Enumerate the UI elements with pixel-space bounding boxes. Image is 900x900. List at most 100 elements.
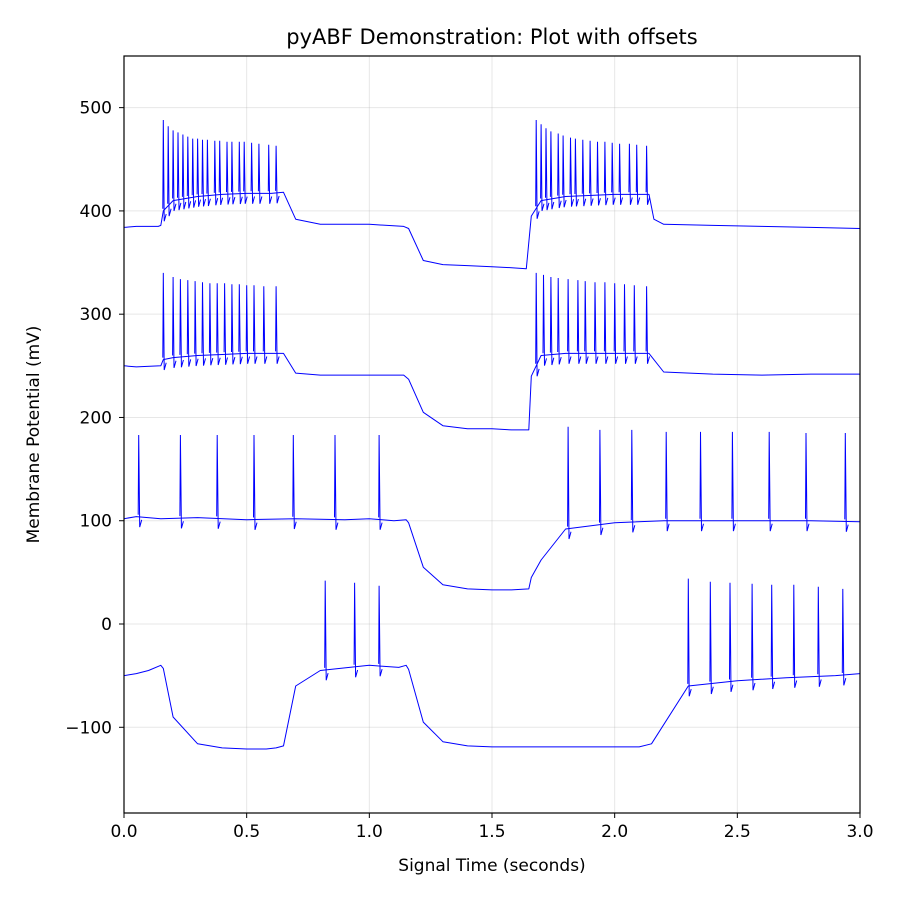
spike <box>226 141 231 205</box>
spike <box>574 138 579 207</box>
spike <box>699 431 704 532</box>
spike <box>844 432 849 532</box>
spike <box>535 272 540 377</box>
spike <box>687 578 692 697</box>
spike <box>378 585 383 677</box>
spike <box>545 128 550 211</box>
spike <box>731 431 736 532</box>
spike <box>238 284 243 365</box>
y-tick-label: 100 <box>80 512 112 532</box>
spike <box>603 282 609 364</box>
spike <box>275 286 280 364</box>
spike <box>231 141 236 205</box>
spike <box>245 285 251 364</box>
spike <box>167 126 172 217</box>
y-tick-label: 300 <box>80 305 112 325</box>
x-axis: 0.0 0.5 1.0 1.5 2.0 2.5 3.0 <box>110 813 874 842</box>
spike <box>596 141 601 206</box>
spike <box>549 131 555 210</box>
spike <box>186 136 192 209</box>
x-tick-label: 1.5 <box>478 822 505 842</box>
spike <box>805 432 810 532</box>
spike <box>665 431 670 532</box>
x-tick-label: 2.0 <box>601 822 628 842</box>
spike <box>179 279 184 368</box>
spike <box>567 426 572 540</box>
spike <box>196 138 201 207</box>
x-tick-label: 0.0 <box>110 822 137 842</box>
spike <box>218 140 224 206</box>
spike <box>253 285 258 364</box>
spike <box>275 145 280 204</box>
spike <box>334 434 339 530</box>
spike <box>635 144 641 205</box>
spike <box>589 140 594 206</box>
spike <box>213 140 219 206</box>
spike <box>567 279 572 364</box>
y-tick-label: 500 <box>80 99 112 119</box>
spike <box>223 283 228 365</box>
spike <box>633 285 638 364</box>
spike <box>599 429 604 536</box>
spike <box>208 283 214 366</box>
y-axis: −100 0 100 200 300 400 500 <box>65 99 124 738</box>
spike <box>172 276 177 369</box>
spike <box>353 582 359 678</box>
spike <box>253 434 258 531</box>
x-tick-label: 2.5 <box>724 822 751 842</box>
spike <box>172 130 177 212</box>
spike <box>206 139 211 207</box>
spike <box>581 139 587 207</box>
x-tick-label: 3.0 <box>846 822 873 842</box>
spike <box>243 141 248 204</box>
spike <box>194 281 199 367</box>
spike <box>186 280 192 367</box>
spike <box>201 282 206 366</box>
spike <box>618 143 623 205</box>
spike <box>709 581 714 695</box>
spike <box>628 143 633 205</box>
spike <box>611 142 616 205</box>
spike <box>257 143 263 204</box>
trace-line <box>124 664 860 750</box>
spike <box>768 431 773 532</box>
spike <box>179 434 184 529</box>
spike <box>576 280 582 364</box>
spike <box>603 141 609 206</box>
spike <box>557 277 562 365</box>
spike <box>231 284 236 365</box>
spike <box>645 145 650 205</box>
spike <box>623 284 628 364</box>
spike <box>191 138 197 208</box>
spike <box>216 434 221 529</box>
x-tick-label: 1.0 <box>356 822 383 842</box>
spike <box>177 132 182 211</box>
spike <box>324 580 329 681</box>
spike <box>262 286 268 364</box>
spike <box>817 586 822 687</box>
spike <box>557 133 562 209</box>
spike <box>770 584 776 690</box>
spike <box>292 434 297 530</box>
spike <box>137 434 143 528</box>
spike <box>792 584 798 688</box>
spike <box>201 139 206 207</box>
spike <box>267 144 273 204</box>
spike <box>841 588 847 686</box>
trace-line <box>124 191 860 270</box>
x-axis-title: Signal Time (seconds) <box>398 856 585 876</box>
spike <box>542 274 547 366</box>
spike <box>562 135 567 208</box>
spike <box>250 142 255 204</box>
chart-title: pyABF Demonstration: Plot with offsets <box>286 25 697 49</box>
spike <box>238 141 243 205</box>
plot-area <box>124 119 860 750</box>
spike <box>729 582 734 693</box>
x-tick-label: 0.5 <box>233 822 260 842</box>
spike <box>569 137 574 207</box>
y-tick-label: 0 <box>101 615 112 635</box>
spike <box>645 286 650 364</box>
spike <box>630 429 636 533</box>
